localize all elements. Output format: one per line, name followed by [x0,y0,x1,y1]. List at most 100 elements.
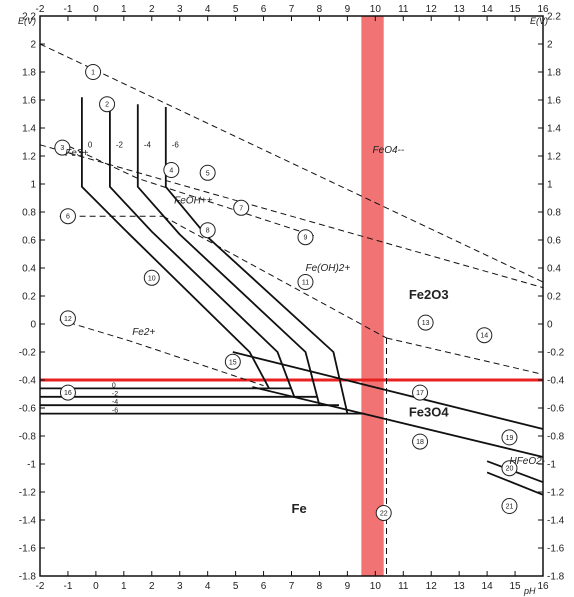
circled-marker-label: 5 [206,170,210,177]
y-tick-label-right: 0.8 [547,208,561,219]
circled-marker-label: 19 [506,435,514,442]
circled-marker [224,353,241,370]
species-label: FeO4-- [373,145,405,156]
x-tick-label-top: -1 [63,4,72,15]
circled-marker-label: 6 [66,214,70,221]
circled-marker-label: 20 [506,466,514,473]
y-tick-label-left: -0.8 [19,432,37,443]
x-tick-label-top: 6 [261,4,267,15]
x-tick-label-top: 8 [317,4,323,15]
circled-marker [501,460,518,477]
species-label: FeOH++ [174,196,213,207]
x-tick-label-top: -2 [36,4,45,15]
y-tick-label-right: -0.8 [547,432,565,443]
y-tick-label-right: 2.2 [547,12,561,23]
circled-marker [199,164,216,181]
concentration-label: -6 [172,141,180,150]
circled-marker [412,433,429,450]
y-tick-label-right: -0.4 [547,376,565,387]
y-tick-label-left: 0.4 [22,264,36,275]
y-tick-label-left: 0.2 [22,292,36,303]
circled-marker-label: 22 [380,511,388,518]
y-tick-label-right: 1.6 [547,96,561,107]
y-tick-label-left: -0.4 [19,376,37,387]
series-line-20 [486,471,544,496]
x-tick-label-top: 15 [509,4,521,15]
circled-marker [143,269,160,286]
circled-marker-label: 9 [304,235,308,242]
y-tick-label-right: 1.4 [547,124,561,135]
circled-marker [59,384,76,401]
circled-marker [233,199,250,216]
circled-marker-label: 10 [148,275,156,282]
y-tick-label-left: 1.4 [22,124,36,135]
series-line-1 [39,43,544,283]
x-tick-label-bottom: 10 [370,581,382,592]
y-tick-label-left: -1.6 [19,544,37,555]
y-tick-label-left: 1.2 [22,152,36,163]
y-tick-label-left: -1 [27,460,36,471]
x-tick-label-bottom: 15 [509,581,521,592]
y-axis-unit-left: E(V) [18,16,36,26]
x-tick-label-bottom: 14 [482,581,494,592]
series-line-5 [386,337,544,375]
y-tick-label-right: -1.8 [547,572,565,583]
circled-marker [412,384,429,401]
circled-marker-label: 1 [91,70,95,77]
x-tick-label-bottom: 16 [537,581,549,592]
x-tick-label-top: 9 [345,4,351,15]
circled-marker [99,96,116,113]
circled-marker-label: 4 [169,168,173,175]
x-tick-label-bottom: -2 [36,581,45,592]
y-tick-label-right: -0.6 [547,404,565,415]
y-tick-label-left: 2 [30,40,36,51]
circled-marker [297,229,314,246]
x-tick-label-top: 1 [121,4,127,15]
y-tick-label-right: -1.6 [547,544,565,555]
x-tick-label-bottom: 5 [233,581,239,592]
circled-marker-label: 2 [105,102,109,109]
circled-marker-label: 11 [302,280,309,287]
y-tick-label-left: 0.6 [22,236,36,247]
circled-marker-label: 15 [229,359,237,366]
series-line-14 [109,100,296,398]
x-tick-label-top: 12 [426,4,438,15]
concentration-label-horizontal: -6 [112,408,118,415]
x-tick-label-bottom: 12 [426,581,438,592]
series-line-6 [59,319,264,387]
circled-marker-label: 13 [422,320,430,327]
circled-marker-label: 8 [206,228,210,235]
x-tick-label-top: 7 [289,4,295,15]
region-label: Fe [292,501,307,516]
x-tick-label-bottom: 9 [345,581,351,592]
y-tick-label-right: 0.6 [547,236,561,247]
x-tick-label-bottom: 7 [289,581,295,592]
y-tick-label-left: 0 [30,320,36,331]
circled-marker [199,222,216,239]
y-tick-label-right: 2 [547,40,553,51]
x-tick-label-top: 3 [177,4,183,15]
x-tick-label-top: 16 [537,4,549,15]
y-tick-label-left: -0.2 [19,348,37,359]
x-tick-label-bottom: 11 [398,581,409,592]
y-tick-label-left: -0.6 [19,404,37,415]
series-line-2 [39,144,544,289]
x-tick-label-bottom: 13 [454,581,466,592]
y-tick-label-right: -1.2 [547,488,565,499]
x-tick-label-top: 14 [482,4,494,15]
y-tick-label-left: -1.2 [19,488,37,499]
y-tick-label-left: 1.6 [22,96,36,107]
y-tick-label-right: 0.4 [547,264,561,275]
y-axis-unit-right: E(V) [530,16,548,26]
species-label: Fe(OH)2+ [305,263,350,274]
circled-marker [297,274,314,290]
y-tick-label-right: 1 [547,180,553,191]
x-tick-label-top: 13 [454,4,466,15]
region-label: Fe3O4 [409,404,450,419]
x-tick-label-top: 10 [370,4,382,15]
concentration-label: -4 [144,141,152,150]
circled-marker-label: 3 [60,145,64,152]
series-line-15 [136,104,321,406]
